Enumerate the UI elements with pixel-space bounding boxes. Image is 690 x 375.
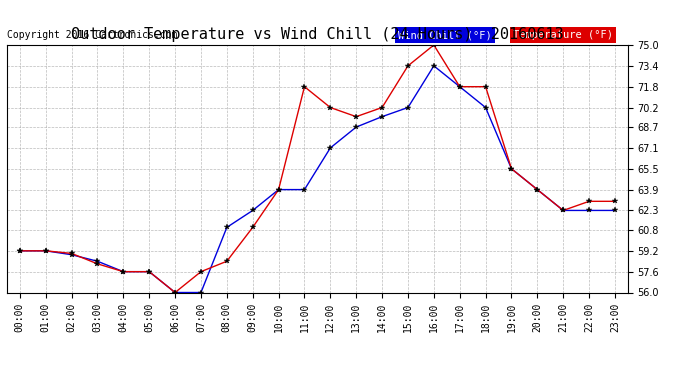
Text: Wind Chill (°F): Wind Chill (°F) [398,30,492,40]
Text: Temperature (°F): Temperature (°F) [513,30,613,40]
Title: Outdoor Temperature vs Wind Chill (24 Hours)  20160613: Outdoor Temperature vs Wind Chill (24 Ho… [71,27,564,42]
Text: Copyright 2016 Cartronics.com: Copyright 2016 Cartronics.com [7,30,177,40]
